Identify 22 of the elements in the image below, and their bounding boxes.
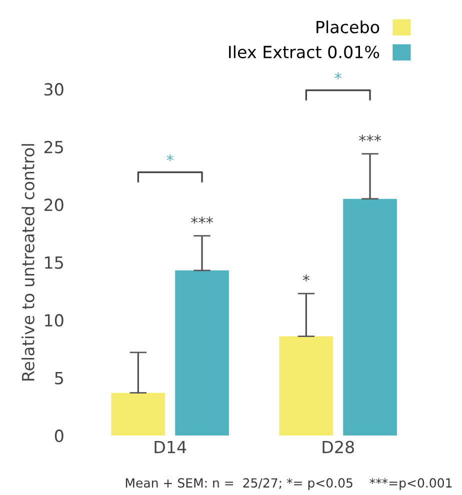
y-tick-label: 25: [44, 140, 63, 154]
y-tick-label: 15: [45, 256, 63, 269]
x-tick-label: D28: [322, 440, 354, 454]
annotation: ***: [359, 134, 382, 142]
y-tick-label: 0: [54, 430, 64, 442]
x-tick-label: D14: [154, 440, 186, 454]
y-axis-title: Relative to untreated control: [22, 144, 34, 380]
annotation: *: [166, 154, 174, 162]
y-tick-label: 10: [45, 314, 64, 327]
y-tick-label: 20: [44, 198, 64, 212]
legend-label: Placebo: [316, 20, 380, 34]
text: Mean + SEM: n = 25/27; *= p<0.05 ***=p<0.001: [126, 478, 452, 490]
annotation: *: [302, 274, 310, 282]
bar: [343, 198, 397, 436]
y-tick-label: 30: [44, 83, 64, 96]
legend-label: Ilex Extract 0.01%: [229, 45, 380, 58]
bar: [279, 336, 334, 436]
annotation: ***: [191, 216, 214, 224]
bar: [111, 392, 166, 436]
bar: [175, 270, 229, 436]
text: *: [334, 72, 342, 80]
y-tick-label: 5: [55, 372, 63, 384]
